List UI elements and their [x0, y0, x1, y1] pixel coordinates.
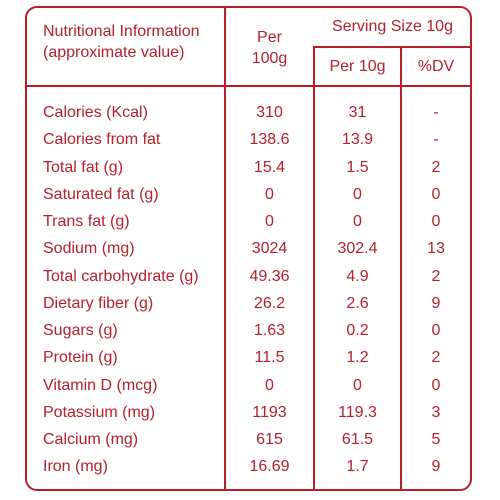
- per-100g-line-1: Per: [257, 29, 282, 46]
- value-per-10g: 1.5: [346, 158, 369, 176]
- value-per-10g: 0.2: [346, 322, 369, 339]
- value-per-10g: 4.9: [346, 267, 369, 285]
- per-10g-header: Per 10g: [329, 58, 386, 75]
- value-per-10g: 31: [348, 104, 367, 121]
- nutrient-label: Dietary fiber (g): [43, 294, 154, 312]
- nutrient-label: Trans fat (g): [43, 213, 130, 230]
- per-100g-header: Per 100g: [226, 27, 313, 69]
- nutrient-label: Saturated fat (g): [43, 185, 159, 203]
- value-per-100g: 310: [256, 104, 283, 121]
- value-dv: 0: [431, 213, 441, 230]
- value-per-10g: 13.9: [341, 131, 374, 149]
- table-row: Sugars (g) 1.63 0.2 0: [27, 317, 470, 344]
- nutrient-label: Total fat (g): [43, 158, 124, 176]
- value-per-10g: 1.2: [346, 349, 369, 367]
- value-per-100g: 138.6: [249, 131, 290, 149]
- nutrient-label: Protein (g): [43, 349, 118, 367]
- nutrient-label: Calories (Kcal): [43, 104, 148, 121]
- nutrition-table: Nutritional Information (approximate val…: [25, 6, 472, 491]
- value-per-100g: 1.63: [253, 322, 286, 339]
- value-dv: 5: [431, 431, 441, 448]
- value-dv: -: [433, 104, 439, 121]
- value-per-100g: 0: [265, 185, 274, 203]
- value-per-100g: 0: [265, 376, 274, 394]
- value-dv: 0: [431, 376, 441, 394]
- value-per-100g: 16.69: [249, 458, 290, 476]
- nutrient-label: Vitamin D (mcg): [43, 376, 158, 394]
- value-per-100g: 615: [256, 431, 283, 448]
- value-per-10g: 0: [353, 213, 362, 230]
- title-line-2: (approximate value): [43, 44, 185, 61]
- table-row: Protein (g) 11.5 1.2 2: [27, 344, 470, 371]
- value-dv: 13: [427, 240, 445, 258]
- title-line-1: Nutritional Information: [43, 23, 200, 40]
- value-dv: 9: [431, 294, 441, 312]
- value-per-10g: 61.5: [341, 431, 374, 448]
- dv-header: %DV: [417, 58, 455, 75]
- value-dv: 3: [431, 403, 441, 421]
- value-dv: 2: [431, 158, 441, 176]
- serving-size-header: Serving Size 10g: [332, 18, 453, 35]
- nutrient-label: Calories from fat: [43, 131, 161, 149]
- table-row: Calcium (mg) 615 61.5 5: [27, 426, 470, 453]
- value-dv: 2: [431, 349, 441, 367]
- value-per-100g: 49.36: [249, 267, 290, 285]
- value-per-10g: 1.7: [346, 458, 369, 476]
- nutrient-label: Potassium (mg): [43, 403, 156, 421]
- table-row: Total carbohydrate (g) 49.36 4.9 2: [27, 263, 470, 290]
- value-per-100g: 0: [265, 213, 274, 230]
- value-dv: -: [433, 131, 439, 149]
- per-100g-line-2: 100g: [251, 50, 288, 67]
- table-row: Calories (Kcal) 310 31 -: [27, 99, 470, 126]
- value-per-10g: 119.3: [338, 403, 377, 421]
- value-dv: 9: [431, 458, 441, 476]
- value-per-100g: 26.2: [253, 294, 286, 312]
- value-per-10g: 302.4: [337, 240, 378, 258]
- column-divider-per100: [224, 8, 226, 489]
- value-per-100g: 11.5: [254, 349, 285, 367]
- table-row: Iron (mg) 16.69 1.7 9: [27, 453, 470, 480]
- value-per-10g: 0: [353, 376, 362, 394]
- value-per-10g: 2.6: [346, 294, 369, 312]
- nutrient-label: Iron (mg): [43, 458, 108, 476]
- table-row: Total fat (g) 15.4 1.5 2: [27, 154, 470, 181]
- header-divider: [27, 85, 470, 87]
- table-row: Trans fat (g) 0 0 0: [27, 208, 470, 235]
- column-divider-per10: [313, 48, 315, 489]
- value-per-100g: 15.4: [253, 158, 286, 176]
- table-row: Dietary fiber (g) 26.2 2.6 9: [27, 290, 470, 317]
- nutrient-label: Sodium (mg): [43, 240, 135, 258]
- table-row: Vitamin D (mcg) 0 0 0: [27, 372, 470, 399]
- table-row: Saturated fat (g) 0 0 0: [27, 181, 470, 208]
- value-per-100g: 3024: [251, 240, 288, 258]
- nutrient-label: Sugars (g): [43, 322, 118, 339]
- table-title: Nutritional Information (approximate val…: [43, 21, 200, 63]
- value-per-100g: 1193: [252, 403, 287, 421]
- table-row: Potassium (mg) 1193 119.3 3: [27, 399, 470, 426]
- nutrient-label: Total carbohydrate (g): [43, 267, 199, 285]
- nutrient-label: Calcium (mg): [43, 431, 139, 448]
- value-dv: 0: [431, 322, 441, 339]
- column-divider-dv: [400, 48, 402, 489]
- value-dv: 2: [431, 267, 441, 285]
- serving-size-divider: [313, 46, 470, 48]
- value-dv: 0: [431, 185, 441, 203]
- value-per-10g: 0: [353, 185, 362, 203]
- table-row: Sodium (mg) 3024 302.4 13: [27, 235, 470, 262]
- table-row: Calories from fat 138.6 13.9 -: [27, 126, 470, 153]
